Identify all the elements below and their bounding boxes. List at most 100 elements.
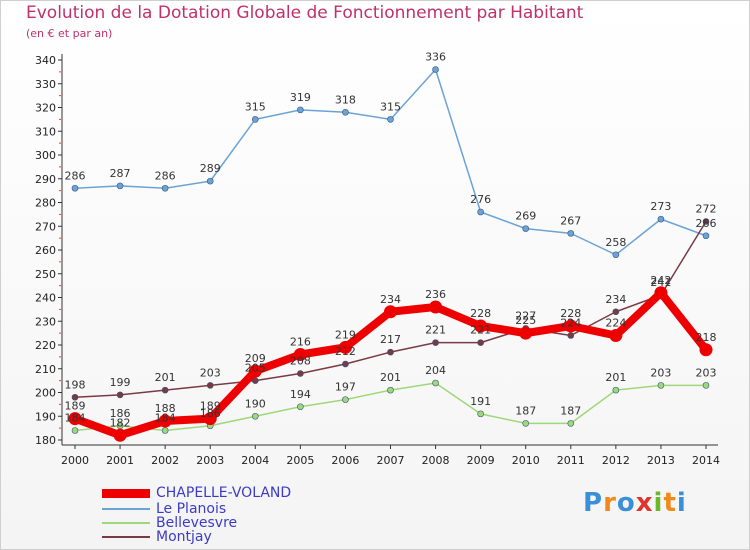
y-tick-label: 230 bbox=[35, 315, 56, 328]
data-label-bellevesvre: 186 bbox=[110, 407, 131, 420]
chart-subtitle: (en € et par an) bbox=[26, 27, 113, 40]
data-point-montjay bbox=[116, 391, 124, 399]
data-label-le-planois: 315 bbox=[380, 100, 401, 113]
legend-label-montjay: Montjay bbox=[156, 529, 212, 545]
data-label-chapelle-voland: 189 bbox=[200, 400, 221, 413]
data-label-bellevesvre: 187 bbox=[515, 404, 536, 417]
data-point-chapelle-voland bbox=[158, 414, 172, 428]
data-label-montjay: 208 bbox=[290, 355, 311, 368]
x-tick-label: 2002 bbox=[151, 454, 179, 467]
data-label-chapelle-voland: 219 bbox=[335, 328, 356, 341]
legend-swatch-bellevesvre bbox=[102, 522, 150, 524]
data-point-le-planois bbox=[522, 225, 530, 232]
data-label-montjay: 217 bbox=[380, 333, 401, 346]
data-point-le-planois bbox=[297, 106, 304, 114]
data-label-le-planois: 269 bbox=[515, 210, 536, 223]
data-point-bellevesvre bbox=[387, 386, 394, 394]
y-tick-label: 340 bbox=[35, 54, 56, 67]
data-label-bellevesvre: 190 bbox=[245, 397, 266, 410]
data-point-montjay bbox=[251, 377, 259, 384]
logo-letter: o bbox=[616, 488, 636, 518]
y-tick-label: 240 bbox=[35, 292, 56, 305]
data-point-montjay bbox=[161, 386, 169, 394]
data-label-chapelle-voland: 216 bbox=[290, 336, 311, 349]
data-point-montjay bbox=[206, 382, 214, 389]
data-label-bellevesvre: 201 bbox=[380, 371, 401, 384]
data-point-montjay bbox=[387, 348, 394, 356]
logo-letter: P bbox=[583, 488, 604, 518]
data-label-chapelle-voland: 225 bbox=[515, 314, 536, 327]
data-point-bellevesvre bbox=[522, 420, 530, 427]
data-point-montjay bbox=[477, 339, 484, 346]
data-label-bellevesvre: 187 bbox=[560, 404, 581, 417]
data-label-chapelle-voland: 209 bbox=[245, 352, 266, 365]
data-point-bellevesvre bbox=[432, 379, 439, 387]
data-point-bellevesvre bbox=[297, 403, 304, 411]
data-point-le-planois bbox=[657, 215, 665, 223]
proxiti-logo: Proxiti bbox=[583, 488, 687, 518]
data-point-montjay bbox=[297, 370, 304, 377]
data-label-le-planois: 318 bbox=[335, 93, 356, 106]
y-tick-label: 190 bbox=[35, 410, 56, 423]
data-label-montjay: 234 bbox=[605, 293, 626, 306]
data-label-bellevesvre: 203 bbox=[696, 366, 717, 379]
data-point-bellevesvre bbox=[342, 396, 349, 403]
legend-item-chapelle-voland: CHAPELLE-VOLAND bbox=[102, 485, 291, 501]
data-point-bellevesvre bbox=[657, 382, 665, 389]
data-point-chapelle-voland bbox=[68, 412, 82, 426]
data-label-montjay: 221 bbox=[470, 324, 491, 337]
data-label-bellevesvre: 204 bbox=[425, 364, 446, 377]
chart-title: Evolution de la Dotation Globale de Fonc… bbox=[26, 3, 584, 23]
data-point-le-planois bbox=[702, 232, 710, 240]
data-point-le-planois bbox=[432, 66, 439, 73]
x-tick-label: 2007 bbox=[377, 454, 405, 467]
y-tick-label: 180 bbox=[35, 434, 56, 447]
x-tick-label: 2014 bbox=[692, 454, 720, 467]
data-label-le-planois: 289 bbox=[200, 162, 221, 175]
data-point-le-planois bbox=[251, 116, 259, 123]
data-point-chapelle-voland bbox=[699, 343, 713, 357]
x-tick-label: 2005 bbox=[286, 454, 314, 467]
logo-letter: i bbox=[676, 488, 687, 518]
data-label-montjay: 241 bbox=[650, 276, 671, 289]
data-label-chapelle-voland: 242 bbox=[650, 274, 671, 287]
data-point-chapelle-voland bbox=[113, 428, 127, 442]
data-point-chapelle-voland bbox=[293, 348, 307, 361]
data-point-le-planois bbox=[612, 251, 620, 259]
data-label-montjay: 224 bbox=[560, 317, 581, 330]
data-label-bellevesvre: 186 bbox=[200, 407, 221, 420]
x-tick-label: 2001 bbox=[106, 454, 134, 467]
data-point-bellevesvre bbox=[567, 420, 575, 427]
data-label-chapelle-voland: 189 bbox=[65, 400, 86, 413]
data-label-le-planois: 258 bbox=[605, 236, 626, 249]
x-tick-label: 2012 bbox=[602, 454, 630, 467]
data-label-montjay: 201 bbox=[155, 371, 176, 384]
data-point-bellevesvre bbox=[702, 382, 710, 389]
data-label-le-planois: 286 bbox=[65, 169, 86, 182]
logo-letter: r bbox=[603, 488, 617, 518]
data-point-bellevesvre bbox=[71, 427, 79, 434]
y-tick-label: 270 bbox=[35, 220, 56, 233]
y-tick-label: 210 bbox=[35, 363, 56, 376]
data-point-chapelle-voland bbox=[429, 300, 443, 314]
data-point-chapelle-voland bbox=[338, 340, 352, 354]
x-tick-label: 2003 bbox=[196, 454, 224, 467]
y-tick-label: 280 bbox=[35, 197, 56, 210]
data-point-montjay bbox=[342, 360, 349, 368]
data-label-chapelle-voland: 182 bbox=[110, 416, 131, 429]
data-point-chapelle-voland bbox=[248, 364, 262, 378]
x-tick-label: 2010 bbox=[512, 454, 540, 467]
data-point-le-planois bbox=[342, 108, 349, 116]
data-point-chapelle-voland bbox=[654, 286, 668, 300]
data-point-bellevesvre bbox=[612, 386, 620, 394]
data-point-montjay bbox=[612, 308, 620, 316]
data-label-bellevesvre: 184 bbox=[65, 412, 86, 425]
logo-letter: t bbox=[663, 488, 677, 518]
y-tick-label: 220 bbox=[35, 339, 56, 352]
data-label-bellevesvre: 197 bbox=[335, 381, 356, 394]
x-tick-label: 2008 bbox=[422, 454, 450, 467]
data-label-montjay: 198 bbox=[65, 378, 86, 391]
data-point-chapelle-voland bbox=[384, 305, 397, 319]
data-label-montjay: 221 bbox=[425, 324, 446, 337]
